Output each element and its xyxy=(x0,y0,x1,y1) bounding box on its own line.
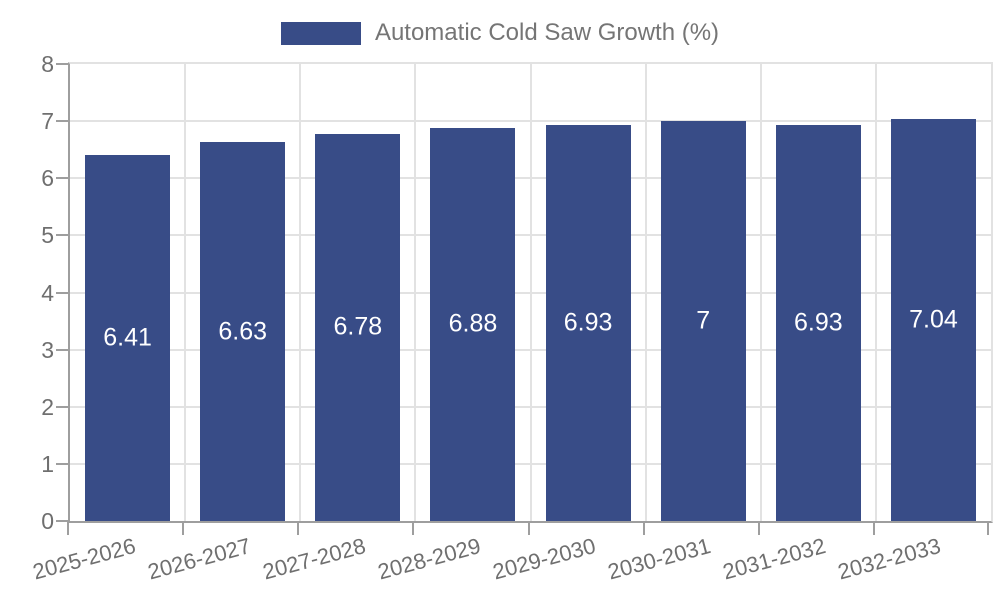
plot-area: 6.41 6.63 6.78 6.88 6.93 7 6.93 7.04 xyxy=(68,62,993,523)
y-tick-mark xyxy=(56,462,68,465)
bar-2028-2029[interactable]: 6.88 xyxy=(430,127,516,521)
x-tick-mark xyxy=(872,521,875,535)
legend-swatch xyxy=(280,21,361,45)
y-tick-label: 3 xyxy=(41,336,54,363)
x-tick-mark xyxy=(182,521,185,535)
y-tick-label: 2 xyxy=(41,393,54,420)
bar-value-label: 7 xyxy=(696,306,711,335)
legend-label: Automatic Cold Saw Growth (%) xyxy=(374,19,720,46)
x-tick-mark xyxy=(412,521,415,535)
gridline-vertical xyxy=(874,64,877,521)
x-tick-mark xyxy=(297,521,300,535)
y-tick-label: 1 xyxy=(41,450,54,477)
bar-2032-2033[interactable]: 7.04 xyxy=(890,118,976,521)
y-tick-label: 5 xyxy=(41,222,54,249)
bar-2027-2028[interactable]: 6.78 xyxy=(315,133,401,521)
bar-2026-2027[interactable]: 6.63 xyxy=(200,142,286,521)
gridline-vertical xyxy=(529,64,532,521)
gridline-vertical xyxy=(299,64,302,521)
y-tick-mark xyxy=(56,348,68,351)
bar-value-label: 6.93 xyxy=(563,308,613,337)
y-tick-label: 0 xyxy=(41,508,54,534)
y-tick-label: 4 xyxy=(41,279,54,306)
y-tick-mark xyxy=(56,63,68,65)
bar-value-label: 6.88 xyxy=(448,309,498,338)
y-tick-mark xyxy=(56,291,68,294)
gridline-vertical xyxy=(414,64,417,521)
x-tick-mark xyxy=(67,521,69,535)
y-tick-mark xyxy=(56,120,68,123)
gridline-vertical xyxy=(184,64,187,521)
bar-value-label: 6.41 xyxy=(103,323,152,352)
bar-2029-2030[interactable]: 6.93 xyxy=(545,125,631,521)
y-tick-label: 6 xyxy=(41,165,54,192)
x-tick-mark xyxy=(757,521,760,535)
x-tick-mark xyxy=(987,521,989,535)
gridline-vertical xyxy=(644,64,647,521)
bar-value-label: 6.78 xyxy=(333,312,383,341)
bar-2030-2031[interactable]: 7 xyxy=(660,121,746,521)
x-tick-mark xyxy=(527,521,530,535)
y-tick-mark xyxy=(56,520,68,522)
bar-value-label: 7.04 xyxy=(909,305,958,334)
bar-value-label: 6.63 xyxy=(218,317,268,346)
y-tick-mark xyxy=(56,234,68,237)
bar-2025-2026[interactable]: 6.41 xyxy=(85,154,171,521)
bar-2031-2032[interactable]: 6.93 xyxy=(775,125,861,521)
y-tick-label: 7 xyxy=(41,108,54,135)
bar-value-label: 6.93 xyxy=(793,308,843,337)
y-tick-label: 8 xyxy=(41,51,54,77)
y-tick-mark xyxy=(56,177,68,180)
chart-legend[interactable]: Automatic Cold Saw Growth (%) xyxy=(0,18,1000,48)
x-tick-mark xyxy=(642,521,645,535)
y-tick-mark xyxy=(56,405,68,408)
gridline-vertical xyxy=(759,64,762,521)
